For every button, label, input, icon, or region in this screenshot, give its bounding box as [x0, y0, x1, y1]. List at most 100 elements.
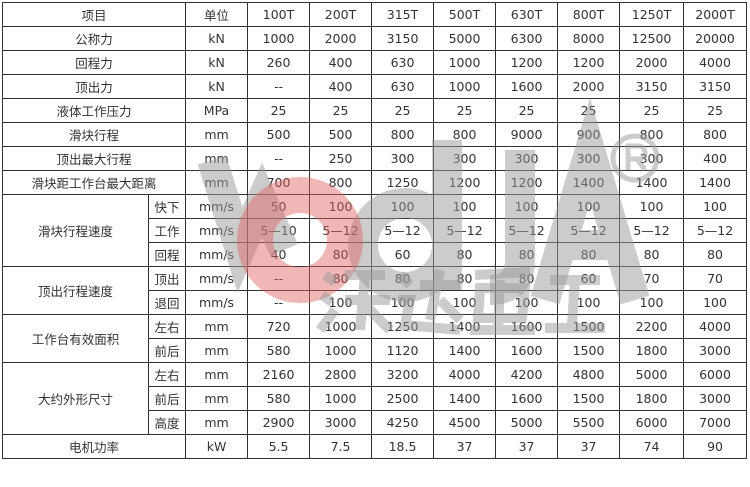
cell-value: 7000	[683, 410, 748, 435]
header-model: 100T	[247, 2, 311, 27]
cell-value: 1120	[371, 338, 435, 363]
cell-value: 6300	[495, 26, 559, 51]
cell-value: 100	[309, 194, 373, 219]
cell-value: 100	[495, 290, 559, 315]
cell-value: 580	[247, 386, 311, 411]
row-group-label: 大约外形尺寸	[2, 362, 149, 435]
cell-value: 5—10	[247, 218, 311, 243]
cell-value: 1600	[495, 74, 559, 99]
row-sub-label: 快下	[147, 194, 187, 219]
cell-value: 100	[619, 194, 685, 219]
cell-value: 580	[247, 338, 311, 363]
cell-value: 25	[557, 98, 621, 123]
cell-value: --	[247, 74, 311, 99]
cell-value: 300	[557, 146, 621, 171]
header-model: 315T	[371, 2, 435, 27]
row-sub-label: 高度	[147, 410, 187, 435]
cell-value: 300	[371, 146, 435, 171]
cell-value: 4000	[683, 50, 748, 75]
cell-value: 300	[495, 146, 559, 171]
header-unit: 单位	[185, 2, 249, 27]
cell-value: 1000	[433, 74, 497, 99]
cell-value: 20000	[683, 26, 748, 51]
cell-value: 100	[619, 290, 685, 315]
cell-value: 1500	[557, 338, 621, 363]
cell-value: 1800	[619, 338, 685, 363]
header-item: 项目	[1, 2, 187, 27]
cell-value: 100	[433, 290, 497, 315]
row-label: 电机功率	[1, 434, 187, 459]
table-row: 顶出最大行程 mm -- 250 300 300 300 300 300 400	[1, 146, 748, 171]
cell-value: 5000	[433, 26, 497, 51]
cell-value: 80	[683, 242, 748, 267]
row-unit: kN	[185, 50, 249, 75]
cell-value: 2800	[309, 362, 373, 387]
table-row: 回程力 kN 260 400 630 1000 1200 1200 2000 4000	[1, 50, 748, 75]
cell-value: 800	[433, 122, 497, 147]
cell-value: 50	[247, 194, 311, 219]
row-unit: mm	[185, 314, 249, 339]
cell-value: 25	[433, 98, 497, 123]
cell-value: 1400	[433, 338, 497, 363]
cell-value: --	[247, 290, 311, 315]
cell-value: 1400	[433, 386, 497, 411]
cell-value: 2000	[557, 74, 621, 99]
cell-value: 5—12	[309, 218, 373, 243]
cell-value: 630	[371, 74, 435, 99]
cell-value: --	[247, 146, 311, 171]
table-row: 公称力 kN 1000 2000 3150 5000 6300 8000 12500 20000	[1, 26, 748, 51]
cell-value: 1200	[557, 50, 621, 75]
cell-value: 2200	[619, 314, 685, 339]
cell-value: 700	[247, 170, 311, 195]
row-sub-label: 前后	[147, 386, 187, 411]
cell-value: 80	[309, 266, 373, 291]
cell-value: 3000	[309, 410, 373, 435]
cell-value: 12500	[619, 26, 685, 51]
row-group-label: 顶出行程速度	[2, 266, 149, 315]
cell-value: 4000	[683, 314, 748, 339]
cell-value: 60	[557, 266, 621, 291]
cell-value: 1600	[495, 386, 559, 411]
row-label: 滑块行程	[1, 122, 187, 147]
cell-value: 25	[371, 98, 435, 123]
cell-value: 1250	[371, 314, 435, 339]
cell-value: 5000	[495, 410, 559, 435]
cell-value: 100	[683, 194, 748, 219]
specifications-table: 项目 单位 100T 200T 315T 500T 630T 800T 1250T 2000T 公称…	[1, 2, 748, 459]
cell-value: 70	[619, 266, 685, 291]
row-unit: mm/s	[185, 242, 249, 267]
cell-value: 60	[371, 242, 435, 267]
cell-value: 37	[557, 434, 621, 459]
cell-value: 1200	[495, 50, 559, 75]
cell-value: 2000	[619, 50, 685, 75]
cell-value: 400	[309, 74, 373, 99]
table-row: 大约外形尺寸 左右 mm 2160 2800 3200 4000 4200 4800 5000 60…	[2, 362, 748, 435]
table-row: 滑块行程速度 快下 mm/s 50 100 100 100 100 100 100 100	[2, 194, 748, 267]
cell-value: 100	[557, 290, 621, 315]
table-row: 电机功率 kW 5.5 7.5 18.5 37 37 37 74 90	[1, 434, 748, 459]
cell-value: 400	[683, 146, 748, 171]
table-row: 前后 mm 580 1000 2500 1400 1600 1500 1800 3000	[3, 386, 748, 411]
cell-value: --	[247, 266, 311, 291]
row-sub-label: 回程	[147, 242, 187, 267]
cell-value: 1400	[683, 170, 748, 195]
cell-value: 1000	[433, 50, 497, 75]
cell-value: 100	[371, 194, 435, 219]
row-label: 回程力	[1, 50, 187, 75]
cell-value: 300	[433, 146, 497, 171]
cell-value: 1400	[557, 170, 621, 195]
cell-value: 1200	[495, 170, 559, 195]
cell-value: 37	[495, 434, 559, 459]
cell-value: 74	[619, 434, 685, 459]
row-group-label: 工作台有效面积	[2, 314, 149, 363]
cell-value: 4250	[371, 410, 435, 435]
cell-value: 100	[433, 194, 497, 219]
row-unit: mm	[185, 338, 249, 363]
cell-value: 2900	[247, 410, 311, 435]
cell-value: 900	[557, 122, 621, 147]
cell-value: 8000	[557, 26, 621, 51]
cell-value: 400	[309, 50, 373, 75]
cell-value: 1000	[309, 338, 373, 363]
row-unit: MPa	[185, 98, 249, 123]
cell-value: 100	[683, 290, 748, 315]
